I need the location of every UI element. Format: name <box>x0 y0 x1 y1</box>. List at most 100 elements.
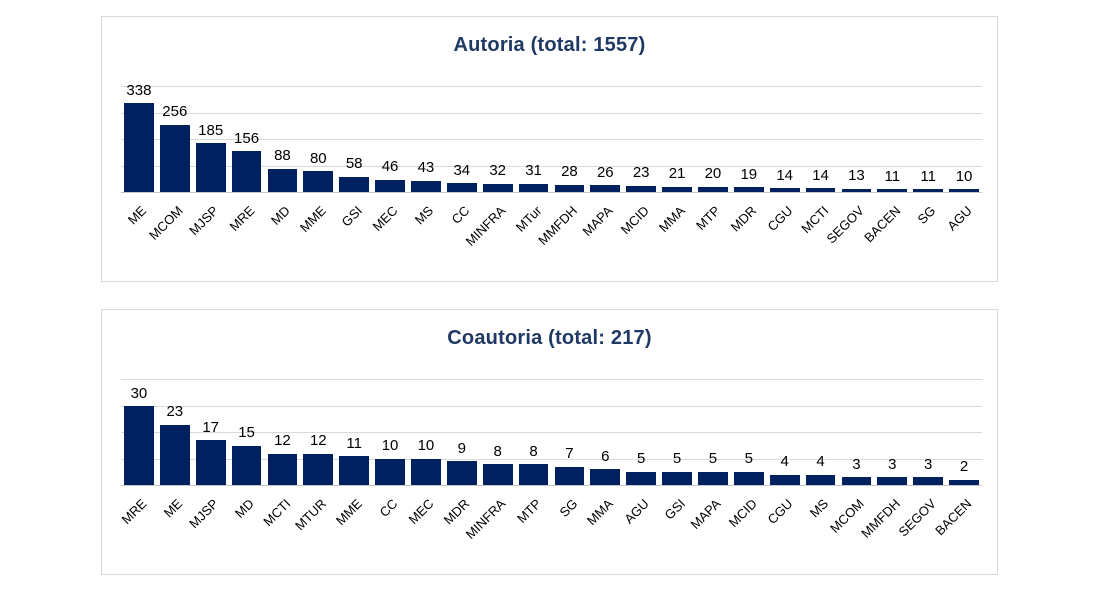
bar-mmfdh: 3 <box>877 456 908 485</box>
value-label: 23 <box>166 403 184 421</box>
bar-slot: 26 <box>587 87 623 192</box>
gridlines <box>121 379 982 486</box>
bar-slot: 14 <box>803 87 839 192</box>
bar-mapa: 5 <box>698 451 728 485</box>
category-label: SG <box>914 203 939 227</box>
category-label: MMA <box>583 496 616 529</box>
value-label: 10 <box>417 437 435 455</box>
bar-slot: 10 <box>408 380 444 485</box>
bar-segov: 13 <box>841 168 872 192</box>
bar-slot: 19 <box>731 87 767 192</box>
gridlines <box>121 86 982 193</box>
category-slot: GSI <box>659 487 695 571</box>
bar-mdr: 9 <box>446 440 477 485</box>
value-label: 34 <box>453 161 471 179</box>
category-slot: MD <box>229 487 265 571</box>
value-label: 43 <box>417 159 435 177</box>
bar-mcid: 23 <box>626 165 657 192</box>
category-axis-coautoria: MRE ME MJSP MD MCTI MTUR MME CC MEC MDR MINFRA MTP S… <box>119 487 982 571</box>
value-label: 46 <box>381 158 399 176</box>
category-slot: MAPA <box>580 194 623 278</box>
bar-sg: 11 <box>913 168 944 192</box>
category-slot: MD <box>265 194 301 278</box>
category-label: MEC <box>405 496 437 528</box>
category-slot: CC <box>372 487 408 571</box>
bar-slot: 8 <box>480 380 516 485</box>
bar-slot: 10 <box>946 87 982 192</box>
bar-mma: 21 <box>662 165 692 192</box>
bar-minfra: 32 <box>482 163 513 192</box>
category-label: AGU <box>621 496 652 527</box>
bar-slot: 4 <box>803 380 839 485</box>
category-slot: MCOM <box>146 194 193 278</box>
bar-md: 15 <box>231 425 262 485</box>
bar-slot: 6 <box>587 380 623 485</box>
value-label: 88 <box>274 147 291 165</box>
category-label: MTP <box>514 496 545 527</box>
category-label: MS <box>806 496 832 521</box>
value-label: 185 <box>198 121 224 139</box>
value-label: 14 <box>812 166 829 184</box>
category-axis-autoria: ME MCOM MJSP MRE MD MME GSI MEC MS CC MINFRA MTur MM… <box>121 194 982 278</box>
category-label: GSI <box>661 496 688 523</box>
bar-ms: 4 <box>805 453 836 485</box>
category-slot: BACEN <box>932 487 982 571</box>
plot-area-coautoria: 30 23 17 15 12 12 11 10 10 9 8 8 7 6 5 5 5 5 4 4 3 3 3 2 <box>121 379 982 486</box>
category-label: MS <box>412 203 437 228</box>
bar-slot: 31 <box>516 87 552 192</box>
bar-slot: 32 <box>480 87 516 192</box>
bar-slot: 11 <box>874 87 910 192</box>
category-label: AGU <box>944 203 975 234</box>
value-label: 4 <box>780 453 789 470</box>
value-label: 3 <box>852 455 861 473</box>
category-slot: CGU <box>764 194 803 278</box>
value-label: 26 <box>596 163 614 181</box>
chart-card-autoria: Autoria (total: 1557) 338 256 185 156 88 80 58… <box>101 16 998 282</box>
category-label: ME <box>125 203 150 228</box>
bar-slot: 2 <box>946 380 982 485</box>
category-slot: MMFDH <box>535 194 588 278</box>
bar-mec: 46 <box>375 159 405 192</box>
gridline <box>121 432 982 433</box>
bar-mre: 30 <box>124 385 154 485</box>
category-label: MTP <box>693 203 724 234</box>
gridline <box>121 112 982 114</box>
bar-mme: 11 <box>339 435 370 485</box>
value-label: 21 <box>668 165 686 182</box>
value-label: 8 <box>493 442 502 460</box>
bar-slot: 11 <box>336 380 372 485</box>
value-label: 19 <box>740 165 758 183</box>
bar-slot: 13 <box>839 87 875 192</box>
bar-slot: 3 <box>874 380 910 485</box>
bar-mjsp: 17 <box>195 419 226 485</box>
value-label: 156 <box>234 129 260 147</box>
value-label: 23 <box>632 164 650 182</box>
bar-slot: 5 <box>659 380 695 485</box>
bar-gsi: 58 <box>339 156 370 192</box>
category-slot: MJSP <box>186 487 229 571</box>
gridline <box>121 405 982 407</box>
value-label: 80 <box>309 149 327 167</box>
category-label: MCID <box>617 203 652 238</box>
category-label: MME <box>296 203 329 236</box>
plot-area-autoria: 338 256 185 156 88 80 58 46 43 34 32 31 28 26 23 21 20 19… <box>121 82 982 193</box>
value-label: 58 <box>345 155 363 173</box>
category-label: CC <box>448 203 473 227</box>
category-slot: MINFRA <box>462 487 516 571</box>
value-label: 32 <box>489 162 507 180</box>
value-label: 8 <box>529 442 538 460</box>
bar-slot: 5 <box>623 380 659 485</box>
category-slot: MMA <box>656 194 695 278</box>
bar-slot: 58 <box>336 87 372 192</box>
value-label: 31 <box>525 162 542 180</box>
value-label: 256 <box>162 103 188 121</box>
value-label: 9 <box>457 439 466 457</box>
value-label: 5 <box>637 450 646 468</box>
bar-slot: 80 <box>300 87 336 192</box>
value-label: 5 <box>708 450 718 468</box>
category-slot: AGU <box>621 487 659 571</box>
category-label: MRE <box>226 203 258 235</box>
category-label: MME <box>332 496 365 529</box>
bar-slot: 88 <box>265 87 301 192</box>
